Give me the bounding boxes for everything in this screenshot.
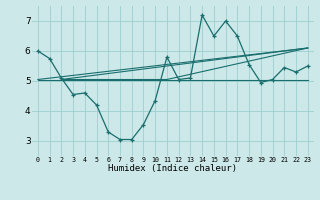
X-axis label: Humidex (Indice chaleur): Humidex (Indice chaleur) (108, 164, 237, 173)
